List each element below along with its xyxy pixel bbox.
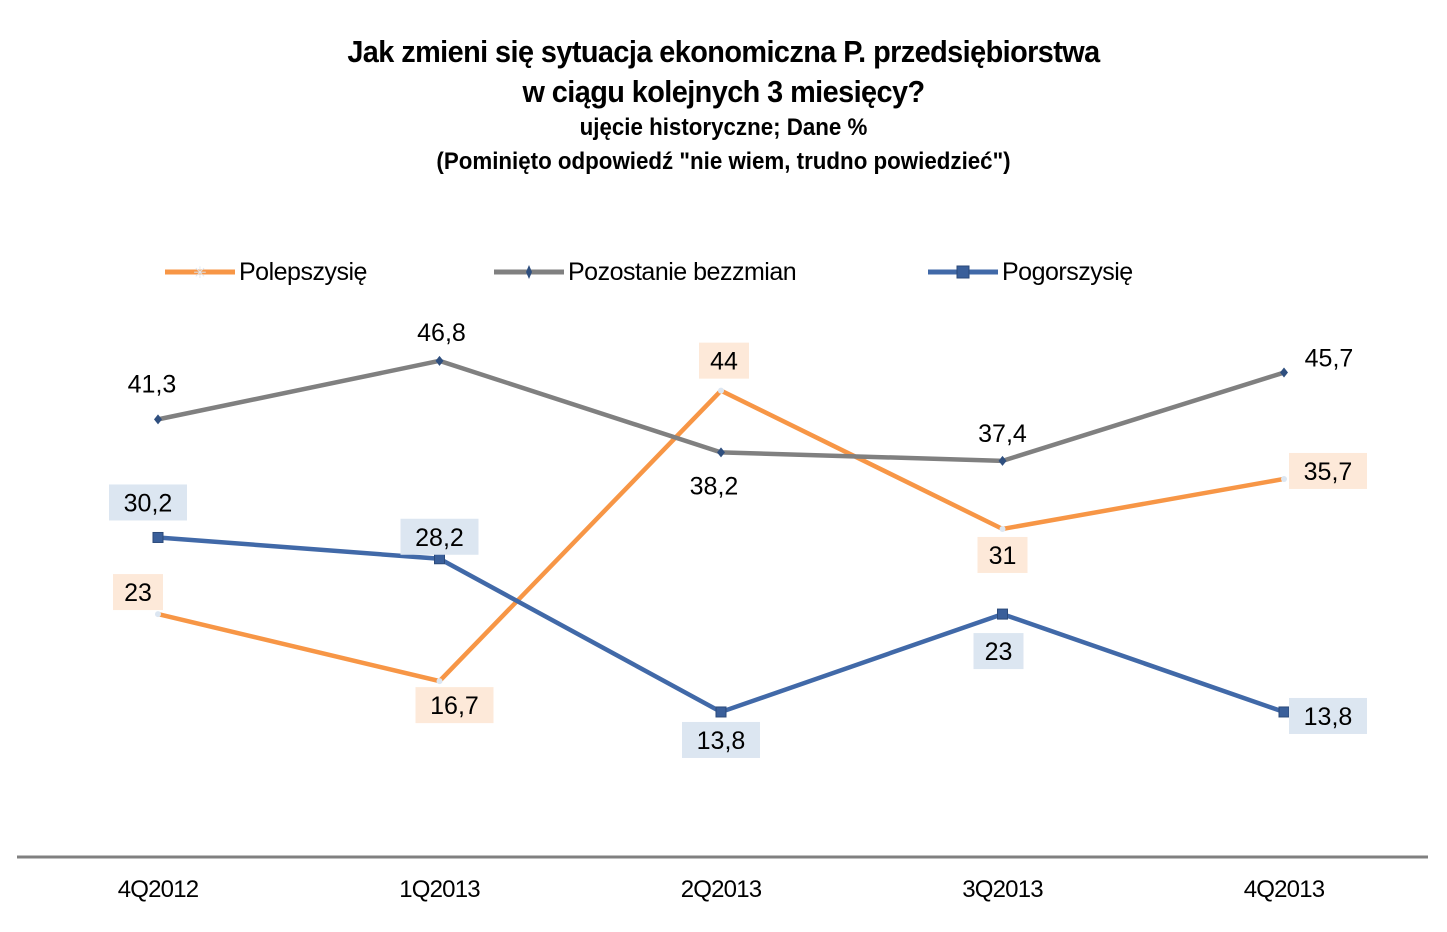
- data-label: 23: [124, 579, 152, 607]
- data-label: 45,7: [1305, 345, 1354, 373]
- x-tick-label: 4Q2013: [1244, 876, 1325, 903]
- x-tick-label: 4Q2012: [118, 876, 199, 903]
- legend: ✳ Polepszysię Pozostanie bezzmian Pogors…: [0, 255, 1447, 289]
- data-point-marker: [434, 553, 445, 565]
- data-label: 23: [985, 638, 1013, 666]
- svg-text:✳: ✳: [193, 265, 206, 282]
- data-point-marker: [1278, 706, 1290, 718]
- data-label-bg: [113, 574, 163, 611]
- data-point-marker: [1281, 475, 1287, 482]
- data-label: 30,2: [124, 489, 173, 517]
- data-label-bg: [1289, 452, 1367, 489]
- data-label-bg: [109, 484, 187, 521]
- data-point-marker: [152, 531, 164, 543]
- data-point-marker: [718, 387, 724, 394]
- data-label-bg: [699, 342, 749, 379]
- data-point-marker: [436, 678, 443, 685]
- data-label: 13,8: [1304, 703, 1353, 731]
- data-point-marker: [155, 611, 161, 618]
- x-tick-label: 1Q2013: [399, 876, 480, 903]
- data-label-bg: [973, 633, 1024, 670]
- chart-note: (Pominięto odpowiedź "nie wiem, trudno p…: [436, 148, 1011, 175]
- data-label-bg: [977, 536, 1028, 573]
- legend-item-pozostanie[interactable]: Pozostanie bezzmian: [494, 255, 797, 289]
- chart-subtitle: ujęcie historyczne; Dane %: [579, 114, 868, 141]
- data-point-marker: [1280, 367, 1288, 378]
- data-label: 28,2: [415, 524, 464, 552]
- legend-label: Pogorszysię: [1002, 257, 1133, 286]
- data-label: 37,4: [978, 420, 1027, 448]
- data-label: 46,8: [417, 319, 466, 347]
- data-label: 38,2: [690, 472, 739, 500]
- data-point-marker: [154, 414, 162, 425]
- data-point-marker: [717, 447, 725, 458]
- x-tick-label: 3Q2013: [962, 876, 1043, 903]
- data-label: 31: [989, 542, 1017, 570]
- series-line-2: [157, 535, 1285, 715]
- legend-label: Polepszysię: [239, 257, 367, 286]
- x-tick-label: 2Q2013: [681, 876, 762, 903]
- series-line-0: [157, 387, 1285, 684]
- data-point-marker: [998, 455, 1007, 466]
- chart-title-line2: w ciągu kolejnych 3 miesięcy?: [522, 74, 925, 109]
- data-point-marker: [435, 355, 444, 366]
- legend-line-orange-icon: ✳: [165, 265, 235, 282]
- data-label: 35,7: [1304, 458, 1353, 486]
- legend-line-gray-icon: [494, 265, 564, 279]
- data-point-marker: [999, 525, 1006, 532]
- chart-title: Jak zmieni się sytuacja ekonomiczna P. p…: [347, 34, 1100, 69]
- legend-item-pogorszy[interactable]: Pogorszysię: [928, 255, 1133, 289]
- data-label: 13,8: [697, 727, 746, 755]
- data-label: 16,7: [430, 692, 479, 720]
- legend-label: Pozostanie bezzmian: [568, 257, 797, 286]
- data-point-marker: [997, 608, 1008, 620]
- legend-item-polepszy[interactable]: ✳ Polepszysię: [165, 255, 367, 289]
- data-label: 44: [710, 348, 738, 376]
- data-label-bg: [1289, 697, 1367, 734]
- legend-line-blue-icon: [928, 265, 998, 279]
- data-label-bg: [400, 518, 479, 555]
- data-point-marker: [715, 706, 727, 718]
- data-label-bg: [415, 687, 494, 724]
- data-label: 41,3: [128, 370, 177, 398]
- data-label-bg: [682, 721, 760, 758]
